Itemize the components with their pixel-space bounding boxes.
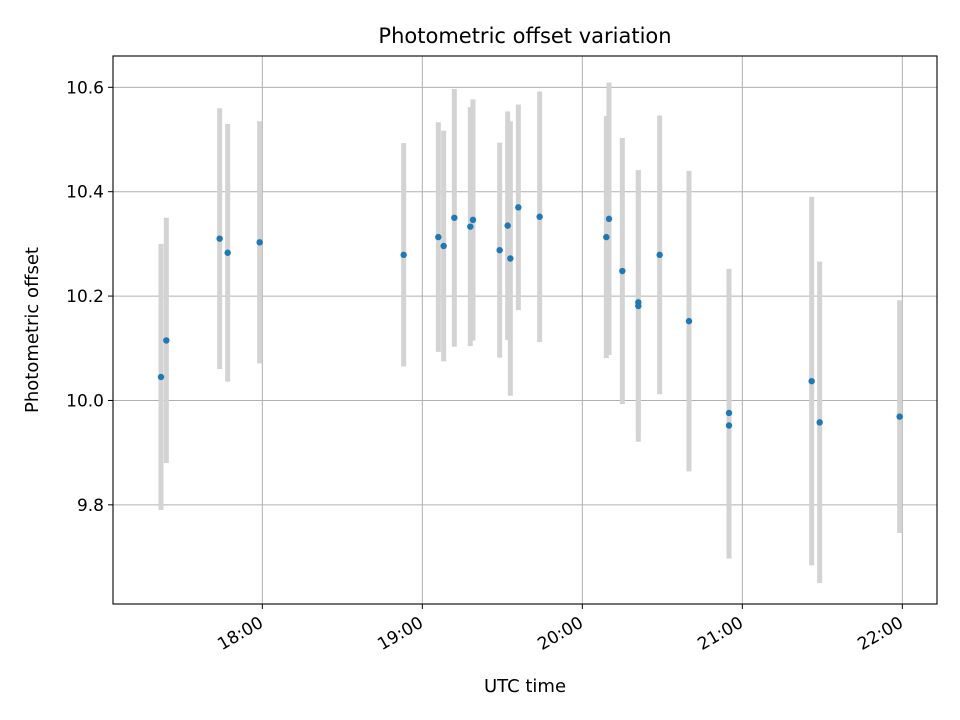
y-tick-label: 10.4 [66,183,104,203]
data-point [536,213,543,220]
data-point [504,222,511,229]
data-point [725,422,733,429]
x-axis-label: UTC time [484,676,566,697]
y-tick-label: 10.0 [66,391,104,411]
data-point [656,251,663,259]
data-points [157,204,903,429]
data-point [467,223,474,230]
data-point [435,233,442,241]
data-point [216,235,223,242]
chart-title: Photometric offset variation [378,24,671,48]
data-point [469,216,477,224]
grid [113,56,937,604]
plot-frame [112,55,938,605]
data-point [635,302,642,310]
data-point [725,409,733,417]
data-point [605,215,613,223]
data-point [619,267,626,275]
y-axis-label: Photometric offset [22,247,43,413]
data-point [896,413,903,420]
data-point [256,239,263,246]
data-point [163,337,170,344]
data-point [400,251,407,259]
data-point [157,373,165,381]
data-point [515,204,522,211]
data-point [496,246,503,254]
y-tick-label: 10.2 [66,287,104,307]
data-point [224,249,231,256]
data-point [603,233,610,241]
y-tick-label: 10.6 [66,78,104,98]
data-point [816,419,823,426]
data-point [451,214,458,221]
data-point [440,242,447,250]
data-point [808,377,815,385]
y-tick-label: 9.8 [77,496,104,516]
data-point [685,317,693,325]
data-point [507,255,514,262]
